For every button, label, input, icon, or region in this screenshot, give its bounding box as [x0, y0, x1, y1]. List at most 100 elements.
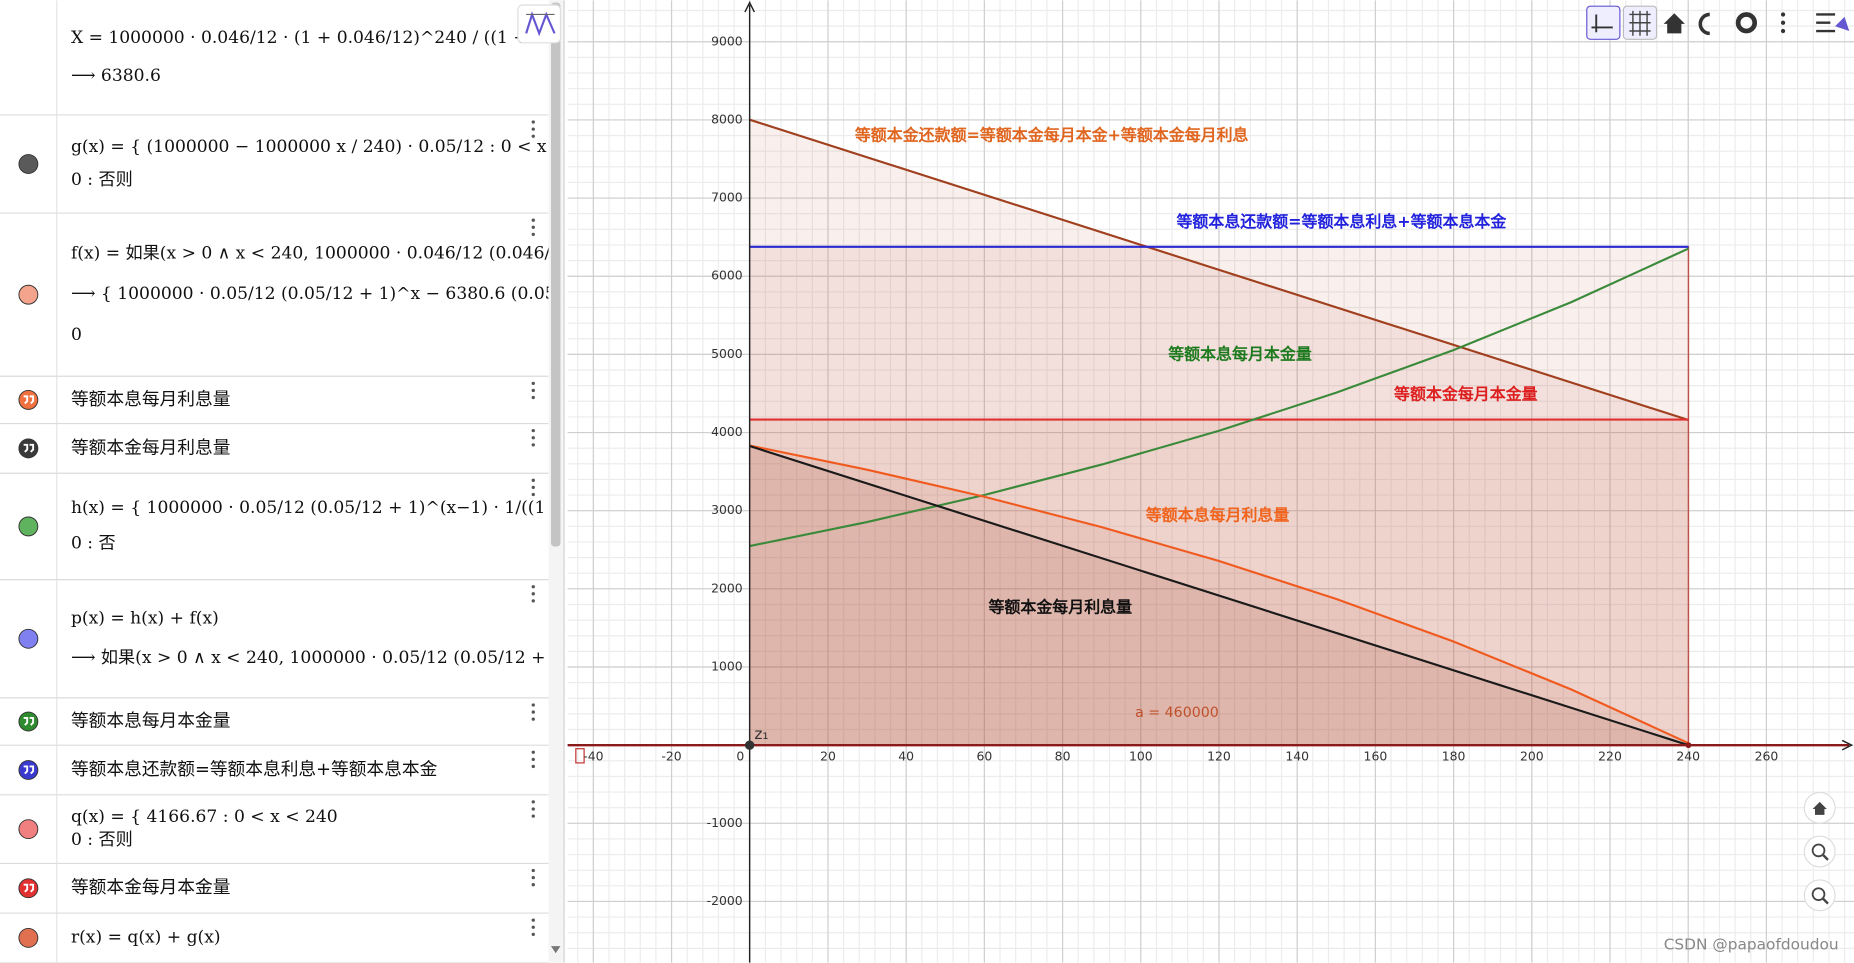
row-menu-dot	[531, 757, 535, 762]
y-tick-label: -1000	[707, 815, 743, 830]
row-menu-dot	[531, 388, 535, 393]
curve-r	[749, 118, 1689, 422]
algebra-row[interactable]: f(x) = 如果(x > 0 ∧ x < 240, 1000000 · 0.0…	[0, 218, 719, 377]
algebra-line: r(x) = q(x) + g(x)	[71, 927, 221, 947]
algebra-row[interactable]: 等额本息每月本金量	[0, 703, 549, 746]
zoom-in-button[interactable]	[1803, 835, 1836, 868]
algebra-row[interactable]: X = 1000000 · 0.046/12 · (1 + 0.046/12)^…	[0, 28, 706, 116]
row-menu-dot	[531, 875, 535, 880]
x-tick-label: 180	[1442, 748, 1466, 763]
text-object-icon[interactable]	[18, 760, 39, 780]
algebra-row[interactable]: h(x) = { 1000000 · 0.05/12 (0.05/12 + 1)…	[0, 478, 780, 581]
row-menu-dot	[531, 710, 535, 714]
visibility-toggle[interactable]	[18, 927, 39, 948]
row-menu-dot	[531, 429, 535, 433]
function-caption: 等额本金每月本金量	[1393, 385, 1538, 404]
x-tick-label: 160	[1364, 748, 1388, 763]
graphics-view: -40 -20 0 20 40 60 80 100 120 140 160 180 200 220 240 2…	[567, 0, 1854, 963]
main-menu-badge	[1835, 16, 1850, 32]
zoom-out-button[interactable]	[1803, 879, 1836, 912]
algebra-line: 0 : 否则	[71, 170, 133, 190]
watermark: CSDN @papaofdoudou	[1664, 935, 1839, 953]
graph-toggle-button[interactable]	[517, 4, 562, 44]
algebra-line: ⟶ 如果(x > 0 ∧ x < 240, 1000000 · 0.05/12 …	[71, 648, 702, 668]
algebra-row[interactable]: 等额本息还款额=等额本息利息+等额本息本金	[0, 750, 549, 796]
row-menu-dot	[531, 134, 535, 138]
row-menu-dot	[531, 120, 535, 124]
text-object-icon[interactable]	[18, 878, 39, 899]
algebra-row[interactable]: q(x) = { 4166.67 : 0 < x < 240 0 : 否则	[0, 800, 549, 865]
row-menu-dot	[531, 800, 535, 804]
x-tick-label: -20	[661, 748, 681, 763]
quote-mark	[23, 443, 35, 453]
style-button[interactable]	[1698, 12, 1710, 36]
algebra-line: 等额本息每月本金量	[71, 711, 230, 732]
x-tick-label: 20	[820, 748, 836, 763]
x-tick-label: 200	[1520, 748, 1544, 763]
algebra-line: 等额本息还款额=等额本息利息+等额本息本金	[71, 759, 438, 780]
x-tick-label: 60	[976, 748, 992, 763]
settings-button[interactable]	[1735, 12, 1758, 34]
more-menu[interactable]	[1780, 12, 1786, 34]
quote-mark	[23, 717, 35, 726]
row-menu-dot	[531, 585, 535, 589]
point-label: z₁	[754, 725, 768, 743]
grid-toggle[interactable]	[1622, 5, 1658, 40]
row-menu-dot	[531, 925, 535, 929]
algebra-row[interactable]: 等额本金每月本金量	[0, 868, 549, 914]
row-menu-dot	[531, 225, 535, 229]
visibility-toggle[interactable]	[18, 819, 39, 840]
y-tick-label: 1000	[711, 658, 743, 673]
text-object-icon[interactable]	[18, 438, 39, 459]
row-menu-dot	[531, 485, 535, 490]
point-end[interactable]	[1685, 742, 1692, 749]
algebra-row[interactable]: g(x) = { (1000000 − 1000000 x / 240) · 0…	[0, 120, 604, 214]
algebra-row[interactable]: 等额本金每月利息量	[0, 429, 549, 474]
x-tick-label: 140	[1285, 748, 1309, 763]
scroll-down-arrow[interactable]	[550, 946, 561, 954]
point-origin[interactable]	[744, 740, 755, 750]
algebra-line: X = 1000000 · 0.046/12 · (1 + 0.046/12)^…	[71, 28, 706, 48]
algebra-line: 0 : 否则	[71, 830, 133, 850]
row-menu-dot	[531, 218, 535, 222]
home-button[interactable]	[1663, 13, 1685, 34]
slider-marker[interactable]	[575, 748, 585, 764]
curve-h	[749, 247, 1689, 548]
row-menu-dot	[531, 127, 535, 131]
visibility-toggle[interactable]	[18, 284, 39, 305]
row-menu-dot	[531, 932, 535, 937]
algebra-line: 等额本息每月利息量	[71, 389, 230, 410]
visibility-toggle[interactable]	[18, 628, 39, 649]
algebra-row[interactable]: r(x) = q(x) + g(x)	[0, 918, 549, 963]
algebra-line: ⟶ { 1000000 · 0.05/12 (0.05/12 + 1)^x − …	[71, 284, 719, 304]
function-caption: 等额本息还款额=等额本息利息+等额本息本金	[1175, 212, 1507, 231]
algebra-line: 0 : 否	[71, 534, 116, 554]
scrollbar-thumb[interactable]	[550, 2, 561, 547]
algebra-line: p(x) = h(x) + f(x)	[71, 609, 219, 629]
text-object-icon[interactable]	[18, 389, 39, 410]
axes-toggle[interactable]	[1586, 5, 1621, 40]
curve-g	[749, 445, 1689, 747]
graph-labels: -40 -20 0 20 40 60 80 100 120 140 160 180 200 220 240 2…	[583, 33, 1778, 908]
algebra-row[interactable]: p(x) = h(x) + f(x) ⟶ 如果(x > 0 ∧ x < 240, …	[0, 585, 702, 699]
y-tick-label: 7000	[711, 190, 743, 205]
y-tick-label: -2000	[707, 893, 743, 908]
y-tick-label: 4000	[711, 424, 743, 439]
algebra-line: 等额本金每月利息量	[71, 437, 230, 458]
graph-background	[567, 0, 1854, 963]
x-tick-label: 80	[1055, 748, 1071, 763]
main-menu[interactable]	[1816, 13, 1836, 33]
y-tick-label: 5000	[711, 346, 743, 361]
visibility-toggle[interactable]	[18, 516, 39, 537]
area-annuity-payment	[749, 246, 1689, 746]
algebra-row[interactable]: 等额本息每月利息量	[0, 381, 549, 425]
quote-mark	[23, 765, 35, 775]
visibility-toggle[interactable]	[18, 154, 39, 174]
function-caption: 等额本金每月利息量	[987, 598, 1132, 617]
algebra-line: ⟶ 6380.6	[71, 66, 161, 86]
curve-f	[749, 444, 1689, 745]
quote-mark	[23, 883, 35, 893]
row-menu-dot	[531, 592, 535, 596]
text-object-icon[interactable]	[18, 711, 39, 732]
row-menu-dot	[531, 478, 535, 482]
